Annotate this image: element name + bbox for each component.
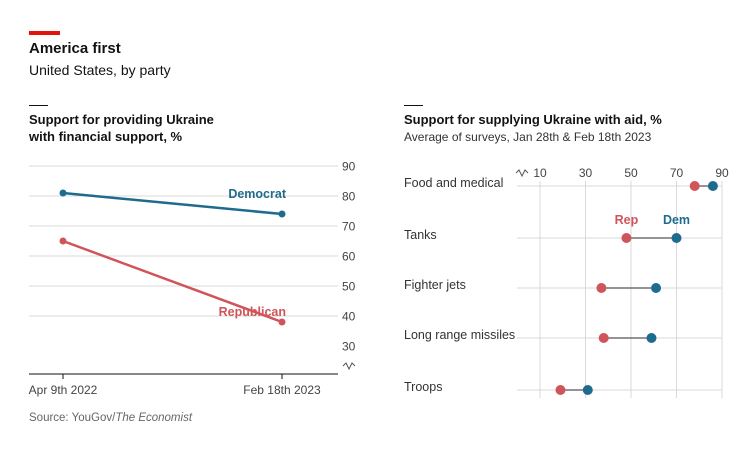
dot-rep-4 — [555, 385, 566, 395]
y-axis-break-icon — [342, 362, 356, 371]
data-point-democrat-1 — [278, 210, 286, 218]
right-panel-title: Support for supplying Ukraine with aid, … — [404, 112, 662, 127]
category-label-4: Troops — [404, 380, 442, 394]
left-panel-title-line2: with financial support, % — [29, 129, 183, 144]
brand-accent-bar — [29, 31, 60, 35]
x-axis-break-icon — [515, 169, 529, 178]
dot-rep-0 — [689, 181, 700, 191]
dot-dem-4 — [582, 385, 593, 395]
category-label-2: Fighter jets — [404, 278, 466, 292]
x-tick-label-90: 90 — [715, 166, 729, 180]
y-tick-label-80: 80 — [342, 190, 356, 204]
series-label-republican: Republican — [219, 305, 286, 319]
y-tick-label-30: 30 — [342, 340, 356, 354]
y-tick-label-90: 90 — [342, 160, 356, 174]
source-note: Source: YouGov/The Economist — [29, 412, 192, 424]
dot-rep-3 — [598, 333, 609, 343]
x-tick-label-10: 10 — [533, 166, 547, 180]
series-line-democrat — [62, 191, 283, 216]
right-panel-subtitle: Average of surveys, Jan 28th & Feb 18th … — [404, 130, 652, 144]
dot-rep-1 — [621, 233, 632, 243]
x-tick-label-0: Apr 9th 2022 — [29, 383, 98, 397]
dot-dem-0 — [707, 181, 718, 191]
source-publication: The Economist — [115, 412, 193, 424]
dot-rep-2 — [596, 283, 607, 293]
x-tick-label-30: 30 — [579, 166, 593, 180]
data-point-democrat-0 — [59, 189, 67, 197]
data-point-republican-1 — [278, 318, 286, 326]
chart-title: America first — [29, 40, 121, 57]
y-tick-label-40: 40 — [342, 310, 356, 324]
left-panel-title-line1: Support for providing Ukraine — [29, 112, 214, 127]
category-label-1: Tanks — [404, 228, 437, 242]
chart-subtitle: United States, by party — [29, 62, 171, 78]
data-point-republican-0 — [59, 237, 67, 245]
category-label-3: Long range missiles — [404, 328, 515, 342]
series-label-rep: Rep — [615, 213, 639, 227]
x-tick-label-50: 50 — [624, 166, 638, 180]
right-panel-title-rule — [404, 105, 423, 106]
x-tick-label-70: 70 — [670, 166, 684, 180]
dot-dem-1 — [671, 233, 682, 243]
x-tick-label-1: Feb 18th 2023 — [243, 383, 321, 397]
left-panel-title-rule — [29, 105, 48, 106]
dot-dem-2 — [651, 283, 662, 293]
left-panel-title: Support for providing Ukraine with finan… — [29, 111, 214, 145]
series-line-republican — [62, 239, 283, 324]
source-prefix: Source: YouGov/ — [29, 412, 116, 424]
y-tick-label-60: 60 — [342, 250, 356, 264]
y-tick-label-50: 50 — [342, 280, 356, 294]
dot-dem-3 — [646, 333, 657, 343]
series-label-dem: Dem — [663, 213, 690, 227]
series-label-democrat: Democrat — [228, 187, 286, 201]
category-label-0: Food and medical — [404, 176, 503, 190]
y-tick-label-70: 70 — [342, 220, 356, 234]
